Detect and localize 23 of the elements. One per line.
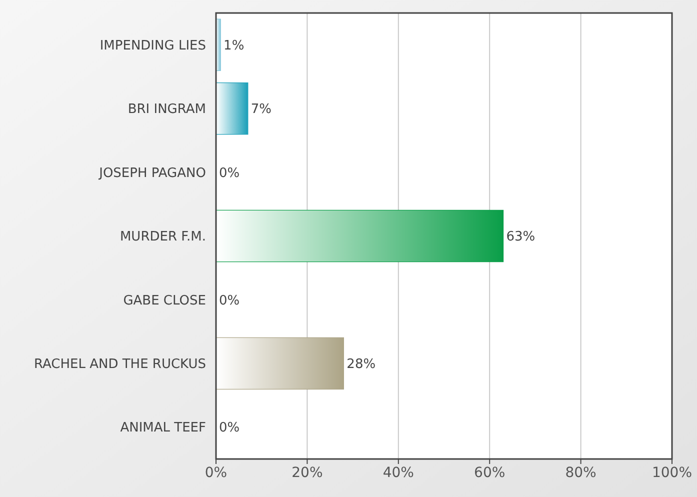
x-tick-label: 20% [292, 465, 323, 481]
data-label: 0% [219, 166, 240, 181]
bar [216, 337, 344, 390]
y-tick-label: RACHEL AND THE RUCKUS [34, 356, 206, 372]
data-label: 63% [506, 230, 536, 245]
y-tick-label: IMPENDING LIES [100, 38, 206, 54]
bar [216, 82, 248, 135]
y-tick-label: MURDER F.M. [120, 230, 206, 245]
data-label: 7% [250, 102, 272, 118]
bar [216, 210, 504, 262]
y-tick-label: BRI INGRAM [128, 102, 206, 118]
data-label: 0% [219, 420, 240, 436]
x-tick-label: 0% [204, 465, 228, 481]
x-tick-label: 100% [652, 465, 692, 481]
x-tick-label: 60% [474, 465, 506, 481]
y-tick-label: ANIMAL TEEF [120, 420, 206, 436]
y-tick-label: JOSEPH PAGANO [98, 166, 206, 181]
x-tick-label: 40% [382, 465, 414, 481]
data-label: 28% [346, 356, 376, 372]
data-label: 1% [224, 38, 244, 54]
x-tick-label: 80% [565, 465, 596, 481]
y-tick-label: GABE CLOSE [123, 293, 206, 308]
data-label: 0% [219, 293, 240, 308]
